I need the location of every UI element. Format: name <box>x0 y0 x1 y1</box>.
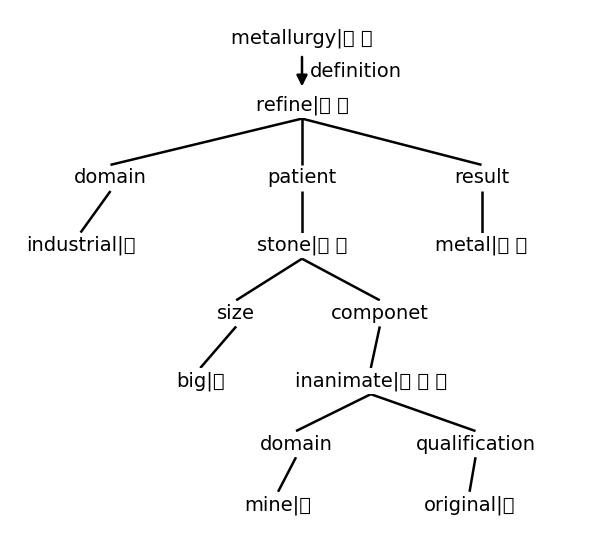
Text: domain: domain <box>74 168 147 187</box>
Text: mine|碘: mine|碘 <box>245 495 312 515</box>
Text: metallurgy|冶 金: metallurgy|冶 金 <box>231 28 373 47</box>
Text: industrial|工: industrial|工 <box>26 236 135 256</box>
Text: componet: componet <box>331 304 429 323</box>
Text: patient: patient <box>268 168 336 187</box>
Text: inanimate|無 生 物: inanimate|無 生 物 <box>295 371 447 391</box>
Text: definition: definition <box>310 62 402 81</box>
Text: qualification: qualification <box>416 435 536 454</box>
Text: metal|金 屬: metal|金 屬 <box>435 236 528 256</box>
Text: original|原: original|原 <box>424 495 515 515</box>
Text: refine|純 化: refine|純 化 <box>255 96 349 115</box>
Text: size: size <box>217 304 255 323</box>
Text: big|大: big|大 <box>176 371 225 391</box>
Text: domain: domain <box>260 435 332 454</box>
Text: stone|土 石: stone|土 石 <box>257 236 347 256</box>
Text: result: result <box>454 168 509 187</box>
